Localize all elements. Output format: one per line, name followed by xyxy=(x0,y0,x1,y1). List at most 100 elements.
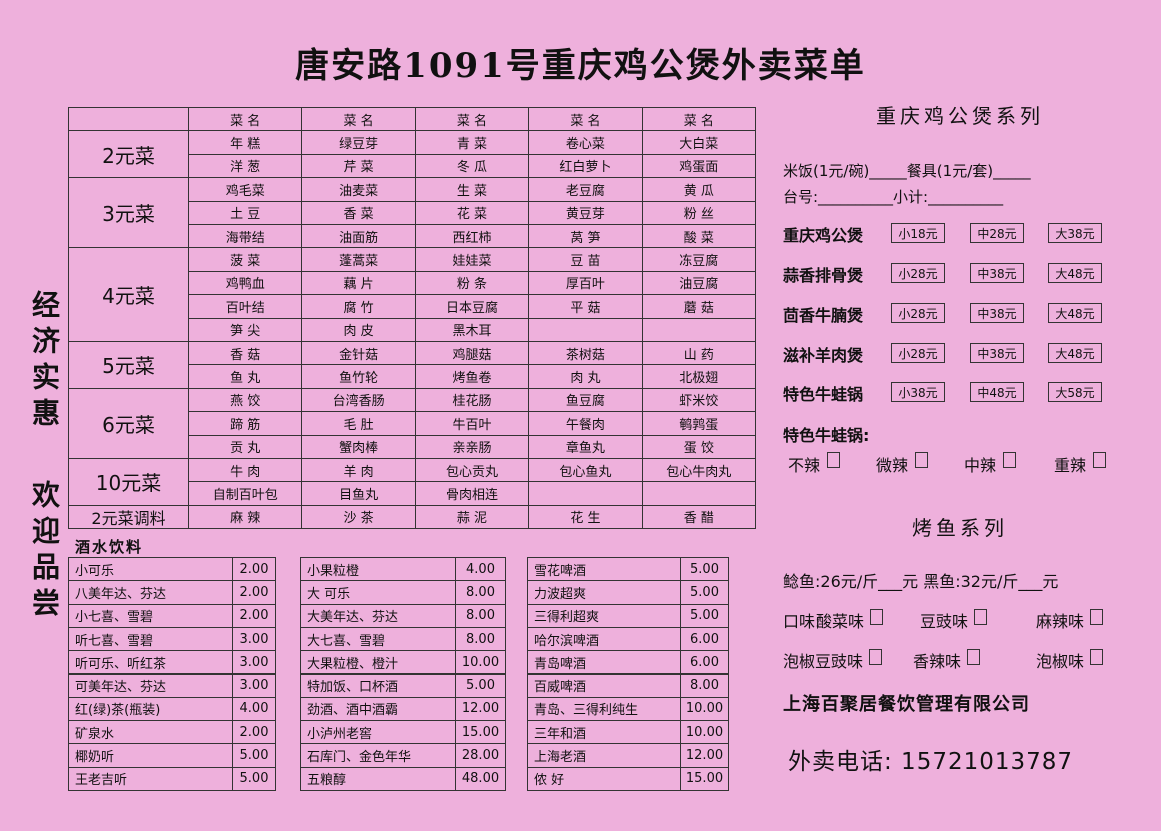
dish: 鱼竹轮 xyxy=(301,364,416,389)
dish: 茶树菇 xyxy=(528,341,643,366)
drink-name: 哈尔滨啤酒 xyxy=(527,626,681,652)
dish xyxy=(641,481,756,506)
dish: 油麦菜 xyxy=(301,177,416,202)
dish: 油豆腐 xyxy=(641,270,756,296)
pot-size: 小28元 xyxy=(891,343,945,363)
taste-option: 麻辣味 xyxy=(1036,612,1085,631)
dish: 卷心菜 xyxy=(528,130,643,155)
drink-price: 15.00 xyxy=(680,766,729,791)
phone: 外卖电话: 15721013787 xyxy=(788,749,1074,775)
dish xyxy=(641,317,756,342)
drink-price: 12.00 xyxy=(680,743,729,768)
checkbox xyxy=(1090,609,1103,625)
drink-price: 8.00 xyxy=(455,603,506,628)
drink-name: 椰奶听 xyxy=(68,743,233,768)
dish: 芹 菜 xyxy=(301,153,416,179)
drink-price: 6.00 xyxy=(680,650,729,675)
pots-title: 重庆鸡公煲系列 xyxy=(876,104,1044,128)
drink-price: 10.00 xyxy=(680,720,729,745)
pot-size: 大48元 xyxy=(1048,263,1102,283)
drink-name: 劲酒、酒中酒霸 xyxy=(300,696,456,722)
dish: 鸡鸭血 xyxy=(188,270,303,296)
dish: 蘑 菇 xyxy=(641,294,756,319)
spice-option: 中辣 xyxy=(964,456,997,475)
checkbox xyxy=(827,452,840,468)
slogan: 经济实惠 xyxy=(28,290,61,434)
dish: 香 菜 xyxy=(301,200,416,225)
column-header: 菜 名 xyxy=(414,107,530,132)
dish: 黄豆芽 xyxy=(528,200,643,225)
pot-name: 特色牛蛙锅 xyxy=(783,385,864,404)
spice-option: 不辣 xyxy=(788,456,821,475)
price-group: 10元菜 xyxy=(68,458,189,506)
drink-price: 2.00 xyxy=(232,720,276,745)
dish: 鹌鹑蛋 xyxy=(641,411,756,436)
dish: 麻 辣 xyxy=(188,504,303,530)
drink-name: 可美年达、芬达 xyxy=(68,673,233,698)
dish: 金针菇 xyxy=(301,341,416,366)
checkbox xyxy=(870,609,883,625)
checkbox xyxy=(974,609,987,625)
dish: 粉 条 xyxy=(414,270,530,296)
dish: 腐 竹 xyxy=(301,294,416,319)
dish: 大白菜 xyxy=(641,130,756,155)
dish: 粉 丝 xyxy=(641,200,756,225)
pot-size: 小28元 xyxy=(891,263,945,283)
fish-price: 鲶鱼:26元/斤___元 黑鱼:32元/斤___元 xyxy=(783,572,1059,591)
checkbox xyxy=(1003,452,1016,468)
drink-price: 10.00 xyxy=(455,650,506,675)
drink-price: 5.00 xyxy=(680,580,729,605)
dish: 平 菇 xyxy=(528,294,643,319)
dish: 肉 皮 xyxy=(301,317,416,342)
pot-size: 大38元 xyxy=(1048,223,1102,243)
drink-name: 上海老酒 xyxy=(527,743,681,768)
dish: 自制百叶包 xyxy=(188,481,303,506)
dish: 日本豆腐 xyxy=(414,294,530,319)
drink-name: 石库门、金色年华 xyxy=(300,743,456,768)
dish: 豆 苗 xyxy=(528,247,643,272)
dish: 骨肉相连 xyxy=(414,481,530,506)
drink-name: 矿泉水 xyxy=(68,720,233,745)
pot-size: 大48元 xyxy=(1048,303,1102,323)
dish: 西红柿 xyxy=(414,224,530,249)
drink-price: 5.00 xyxy=(232,766,276,791)
dish: 绿豆芽 xyxy=(301,130,416,155)
drink-price: 2.00 xyxy=(232,580,276,605)
pot-size: 中38元 xyxy=(970,303,1024,323)
drink-name: 八美年达、芬达 xyxy=(68,580,233,605)
drink-name: 红(绿)茶(瓶装) xyxy=(68,696,233,722)
dish: 肉 丸 xyxy=(528,364,643,389)
dish: 花 菜 xyxy=(414,200,530,225)
drink-name: 听可乐、听红茶 xyxy=(68,650,233,675)
dish: 鱼豆腐 xyxy=(528,387,643,413)
pot-size: 中38元 xyxy=(970,343,1024,363)
dish: 冬 瓜 xyxy=(414,153,530,179)
dish: 藕 片 xyxy=(301,270,416,296)
pot-size: 中28元 xyxy=(970,223,1024,243)
dish: 海带结 xyxy=(188,224,303,249)
pot-size: 大58元 xyxy=(1048,382,1102,402)
dish: 牛 肉 xyxy=(188,458,303,483)
drink-price: 6.00 xyxy=(680,626,729,652)
taste-option: 酸菜味 xyxy=(816,612,865,631)
drink-price: 5.00 xyxy=(680,603,729,628)
checkbox xyxy=(1090,649,1103,665)
drink-price: 12.00 xyxy=(455,696,506,722)
title: 唐安路1091号重庆鸡公煲外卖菜单 xyxy=(295,46,866,86)
drink-price: 15.00 xyxy=(455,720,506,745)
drink-price: 8.00 xyxy=(680,673,729,698)
header-blank xyxy=(68,107,189,132)
price-group: 3元菜 xyxy=(68,177,189,249)
dish: 羊 肉 xyxy=(301,458,416,483)
dish: 亲亲肠 xyxy=(414,434,530,459)
drink-price: 2.00 xyxy=(232,603,276,628)
order-line: 台号:__________小计:__________ xyxy=(783,188,1004,206)
dish: 山 药 xyxy=(641,341,756,366)
price-group: 2元菜 xyxy=(68,130,189,179)
column-header: 菜 名 xyxy=(528,107,643,132)
slogan: 欢迎品尝 xyxy=(28,480,61,624)
dish: 包心鱼丸 xyxy=(528,458,643,483)
taste-option: 泡椒豆豉味 xyxy=(783,652,864,671)
drink-name: 三得利超爽 xyxy=(527,603,681,628)
dish xyxy=(528,481,643,506)
